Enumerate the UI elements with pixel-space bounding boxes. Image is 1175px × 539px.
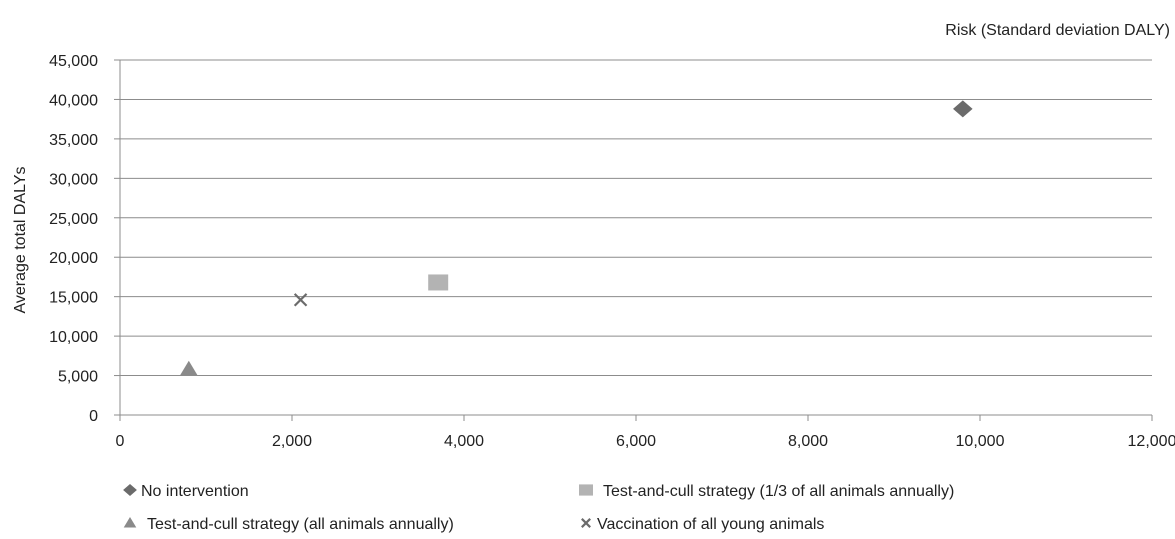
x-marker-stroke: [581, 518, 591, 528]
y-tick-label: 35,000: [49, 132, 98, 149]
y-tick-label: 0: [89, 408, 98, 425]
x-axis-title: Risk (Standard deviation DALY): [945, 22, 1170, 39]
legend-marker-x: [581, 518, 591, 528]
axes: [114, 59, 1153, 421]
y-tick-label: 40,000: [49, 92, 98, 109]
legend-item: Test-and-cull strategy (1/3 of all anima…: [579, 483, 954, 500]
legend-marker-triangle: [123, 517, 137, 528]
legend-item: No intervention: [123, 483, 249, 500]
y-tick-label: 30,000: [49, 171, 98, 188]
x-tick-label: 0: [116, 433, 125, 450]
legend-marker-square: [579, 484, 593, 496]
legend-label: Test-and-cull strategy (all animals annu…: [147, 516, 454, 533]
y-tick-label: 25,000: [49, 211, 98, 228]
legend-item: Vaccination of all young animals: [581, 516, 824, 533]
x-tick-label: 6,000: [616, 433, 656, 450]
y-axis-title: Average total DALYs: [12, 166, 29, 313]
x-tick-label: 4,000: [444, 433, 484, 450]
y-tick-label: 20,000: [49, 250, 98, 267]
data-points: [179, 100, 973, 376]
legend-label: Vaccination of all young animals: [597, 516, 824, 533]
x-tick-labels: 0 2,000 4,000 6,000 8,000 10,000 12,000: [116, 433, 1175, 450]
x-tick-label: 2,000: [272, 433, 312, 450]
y-tick-label: 10,000: [49, 329, 98, 346]
x-tick-label: 12,000: [1128, 433, 1175, 450]
legend-label: No intervention: [141, 483, 249, 500]
y-tick-label: 45,000: [49, 53, 98, 70]
x-tick-label: 10,000: [956, 433, 1005, 450]
point-no-intervention: [953, 100, 973, 118]
x-tick-label: 8,000: [788, 433, 828, 450]
legend: No intervention Test-and-cull strategy (1…: [123, 483, 954, 533]
legend-label: Test-and-cull strategy (1/3 of all anima…: [603, 483, 954, 500]
legend-item: Test-and-cull strategy (all animals annu…: [123, 516, 454, 533]
legend-marker-diamond: [123, 484, 137, 496]
y-tick-label: 5,000: [58, 369, 98, 386]
point-vaccination-of-all-young-animals: [293, 293, 308, 307]
y-tick-label: 15,000: [49, 290, 98, 307]
point-test-and-cull-strategy-1-3-of-all-animals-annually: [428, 274, 449, 291]
gridlines: [120, 59, 1152, 377]
point-test-and-cull-strategy-all-animals-annually: [179, 360, 198, 376]
x-marker-stroke: [293, 293, 308, 307]
y-tick-labels: 0 5,000 10,000 15,000 20,000 25,000 30,000 35,0…: [49, 53, 98, 425]
